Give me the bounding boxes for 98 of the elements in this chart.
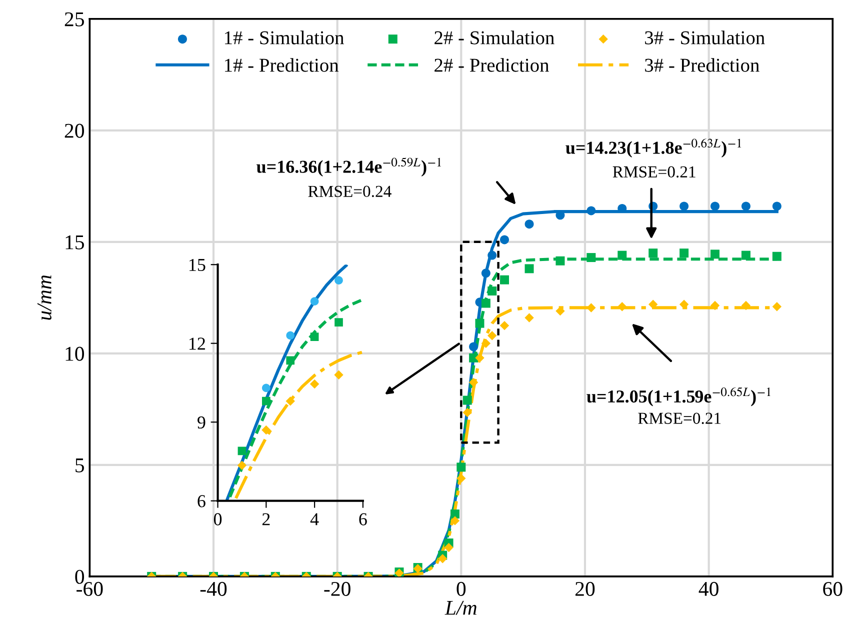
y-tick-label: 5 bbox=[76, 458, 84, 472]
legend-label: 1# - Prediction bbox=[225, 58, 339, 72]
point bbox=[450, 516, 460, 526]
point bbox=[481, 298, 490, 308]
point bbox=[469, 342, 478, 352]
point bbox=[524, 313, 534, 322]
point bbox=[772, 302, 782, 312]
annotation: RMSE=0.21 bbox=[612, 166, 696, 178]
x-tick-label: 40 bbox=[698, 582, 718, 596]
point bbox=[586, 206, 596, 216]
x-tick-label: 20 bbox=[575, 582, 595, 596]
point bbox=[618, 302, 627, 312]
annotation: u=16.36(1+2.14e$^{−0.59L}$)$^{−1}$ bbox=[256, 158, 441, 177]
y-tick-label: 6 bbox=[198, 495, 206, 508]
point bbox=[468, 378, 478, 388]
y-tick-label: 15 bbox=[66, 235, 84, 250]
point bbox=[237, 460, 247, 470]
point bbox=[444, 542, 454, 552]
point bbox=[741, 202, 750, 211]
point bbox=[772, 202, 782, 211]
line-series bbox=[234, 350, 363, 500]
y-tick-label: 10 bbox=[66, 346, 84, 361]
point bbox=[450, 510, 460, 519]
point bbox=[500, 235, 509, 244]
point bbox=[500, 320, 510, 330]
point bbox=[680, 248, 689, 258]
point bbox=[524, 220, 534, 229]
point bbox=[488, 330, 497, 340]
point bbox=[710, 250, 720, 259]
y-tick-label: 9 bbox=[198, 416, 206, 429]
point bbox=[334, 276, 343, 285]
point bbox=[488, 250, 497, 260]
point bbox=[286, 356, 295, 365]
point bbox=[310, 332, 319, 341]
point bbox=[462, 408, 472, 418]
x-tick-label: 0 bbox=[456, 582, 466, 596]
annotation: RMSE=0.21 bbox=[638, 412, 721, 424]
y-tick-label: 15 bbox=[189, 258, 206, 272]
point bbox=[710, 202, 720, 211]
x-tick-label: 0 bbox=[214, 513, 222, 526]
point bbox=[556, 256, 565, 266]
point bbox=[586, 303, 596, 312]
point bbox=[475, 353, 484, 362]
point bbox=[648, 248, 658, 258]
point bbox=[238, 446, 246, 456]
point bbox=[475, 318, 484, 328]
y-tick-label: 12 bbox=[189, 338, 205, 350]
line-series bbox=[228, 298, 363, 498]
point bbox=[618, 250, 627, 260]
point bbox=[556, 306, 565, 316]
legend-label: 3# - Prediction bbox=[645, 58, 760, 72]
point bbox=[286, 396, 295, 406]
point bbox=[524, 264, 534, 274]
point bbox=[586, 253, 596, 262]
point bbox=[772, 252, 782, 261]
point bbox=[680, 202, 689, 211]
point bbox=[481, 338, 491, 348]
x-tick-label: -60 bbox=[76, 582, 103, 596]
legend-label: 3# - Simulation bbox=[645, 30, 765, 44]
point bbox=[469, 353, 478, 362]
point bbox=[286, 331, 295, 340]
legend-label: 2# - Prediction bbox=[434, 58, 549, 72]
point bbox=[741, 250, 750, 260]
point bbox=[262, 396, 270, 406]
point bbox=[648, 300, 658, 309]
point bbox=[710, 300, 720, 310]
x-tick-label: -40 bbox=[200, 582, 227, 596]
x-tick-label: 2 bbox=[262, 513, 270, 526]
x-tick-label: 6 bbox=[359, 513, 367, 526]
x-tick-label: -20 bbox=[324, 582, 350, 596]
point bbox=[310, 297, 319, 306]
y-tick-label: 0 bbox=[75, 570, 84, 584]
x-axis-title: L/m bbox=[444, 600, 476, 615]
point bbox=[488, 286, 497, 296]
line-series bbox=[226, 264, 348, 500]
annotation: u=14.23(1+1.8e$^{−0.63L}$)$^{−1}$ bbox=[566, 138, 742, 158]
point bbox=[262, 425, 271, 435]
y-tick-label: 25 bbox=[64, 12, 84, 26]
point bbox=[262, 384, 270, 392]
point bbox=[334, 318, 343, 327]
legend-label: 2# - Simulation bbox=[434, 30, 554, 44]
x-tick-label: 60 bbox=[823, 582, 842, 596]
annotation: u=12.05(1+1.59e$^{−0.65L}$)$^{−1}$ bbox=[586, 387, 770, 406]
point bbox=[438, 554, 448, 564]
point bbox=[679, 300, 689, 309]
point bbox=[741, 300, 751, 310]
y-axis-title: u/mm bbox=[37, 275, 52, 320]
point bbox=[310, 379, 320, 389]
point bbox=[500, 275, 509, 284]
y-tick-label: 20 bbox=[64, 124, 84, 138]
point bbox=[481, 268, 490, 278]
point bbox=[456, 474, 466, 483]
annotation: RMSE=0.24 bbox=[308, 186, 392, 198]
point bbox=[456, 462, 466, 472]
point bbox=[462, 396, 472, 405]
x-tick-label: 4 bbox=[310, 513, 319, 526]
legend-label: 1# - Simulation bbox=[225, 30, 344, 44]
point bbox=[334, 370, 344, 380]
